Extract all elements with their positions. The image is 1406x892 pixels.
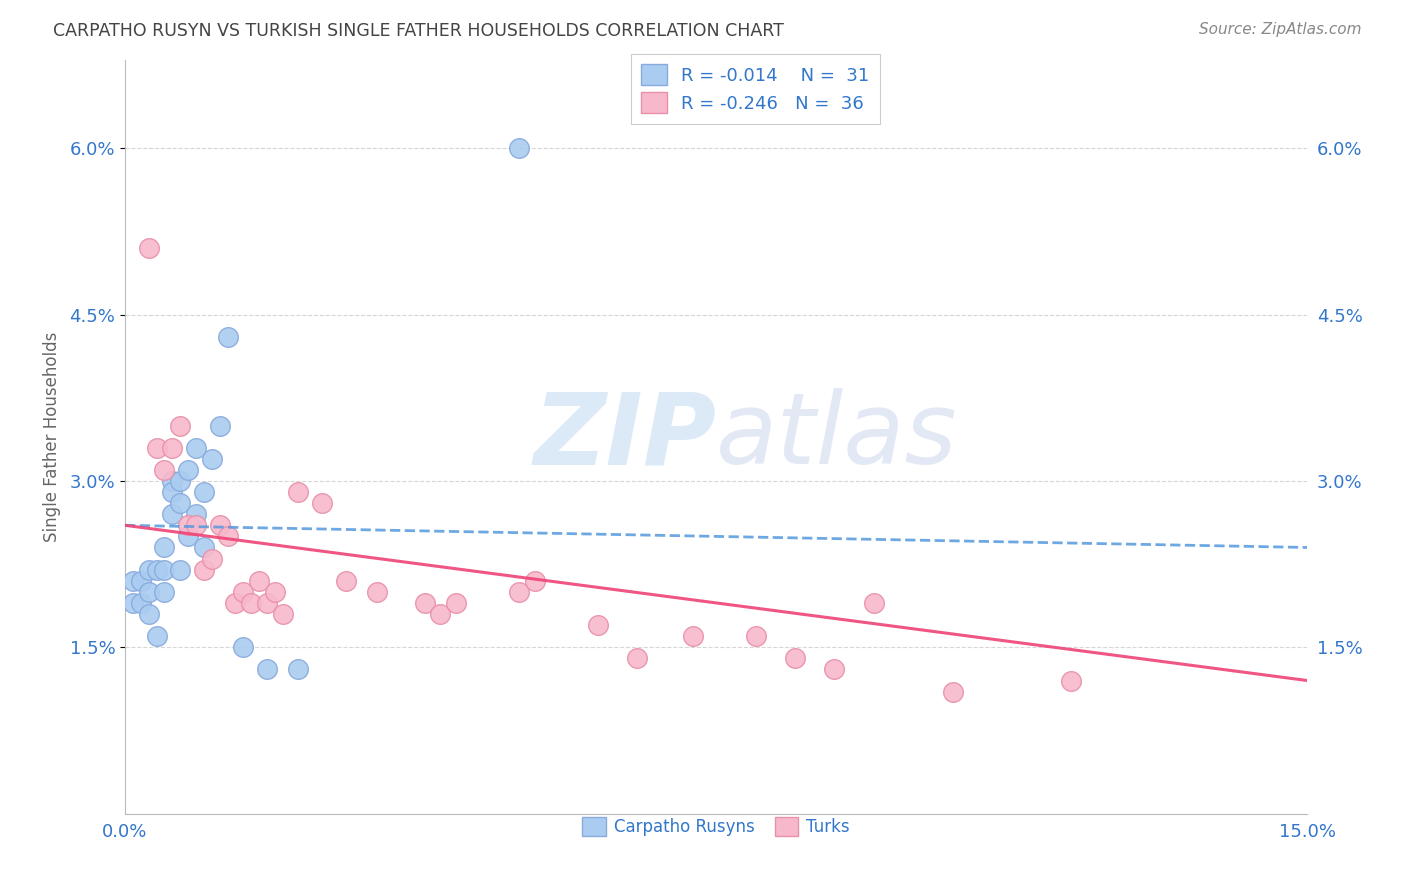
Point xyxy=(862,596,884,610)
Point xyxy=(177,529,200,543)
Point xyxy=(201,551,224,566)
Point xyxy=(162,441,184,455)
Point xyxy=(184,518,207,533)
Point xyxy=(153,541,176,555)
Point xyxy=(682,629,704,643)
Point xyxy=(783,651,806,665)
Point xyxy=(138,584,160,599)
Point xyxy=(240,596,263,610)
Point xyxy=(169,563,191,577)
Point xyxy=(256,596,278,610)
Point xyxy=(162,507,184,521)
Point xyxy=(122,574,145,588)
Point xyxy=(508,584,530,599)
Point xyxy=(122,596,145,610)
Point xyxy=(145,629,167,643)
Point xyxy=(271,607,294,621)
Point xyxy=(184,507,207,521)
Point xyxy=(177,463,200,477)
Point xyxy=(217,330,239,344)
Point xyxy=(138,607,160,621)
Point xyxy=(208,418,231,433)
Point xyxy=(169,474,191,488)
Point xyxy=(208,518,231,533)
Text: ZIP: ZIP xyxy=(533,388,716,485)
Point xyxy=(201,451,224,466)
Point xyxy=(184,441,207,455)
Point xyxy=(444,596,467,610)
Point xyxy=(138,241,160,255)
Y-axis label: Single Father Households: Single Father Households xyxy=(44,332,60,541)
Point xyxy=(193,541,215,555)
Point xyxy=(232,584,254,599)
Point xyxy=(508,141,530,155)
Point xyxy=(247,574,270,588)
Legend: Carpatho Rusyns, Turks: Carpatho Rusyns, Turks xyxy=(575,810,856,843)
Point xyxy=(162,485,184,500)
Point xyxy=(287,663,309,677)
Point xyxy=(429,607,451,621)
Point xyxy=(413,596,436,610)
Point xyxy=(823,663,845,677)
Point xyxy=(311,496,333,510)
Point xyxy=(169,418,191,433)
Point xyxy=(1060,673,1083,688)
Point xyxy=(287,485,309,500)
Point xyxy=(153,584,176,599)
Text: atlas: atlas xyxy=(716,388,957,485)
Point xyxy=(145,441,167,455)
Point xyxy=(224,596,246,610)
Point xyxy=(169,496,191,510)
Point xyxy=(263,584,285,599)
Point xyxy=(217,529,239,543)
Point xyxy=(162,474,184,488)
Text: Source: ZipAtlas.com: Source: ZipAtlas.com xyxy=(1198,22,1361,37)
Point xyxy=(193,485,215,500)
Point xyxy=(744,629,766,643)
Point xyxy=(626,651,648,665)
Point xyxy=(153,563,176,577)
Point xyxy=(232,640,254,655)
Point xyxy=(153,463,176,477)
Point xyxy=(335,574,357,588)
Point xyxy=(256,663,278,677)
Point xyxy=(523,574,546,588)
Text: CARPATHO RUSYN VS TURKISH SINGLE FATHER HOUSEHOLDS CORRELATION CHART: CARPATHO RUSYN VS TURKISH SINGLE FATHER … xyxy=(53,22,785,40)
Point xyxy=(193,563,215,577)
Point xyxy=(129,574,152,588)
Point xyxy=(138,563,160,577)
Point xyxy=(129,596,152,610)
Point xyxy=(586,618,609,632)
Point xyxy=(177,518,200,533)
Point xyxy=(366,584,388,599)
Point xyxy=(145,563,167,577)
Point xyxy=(942,684,965,698)
